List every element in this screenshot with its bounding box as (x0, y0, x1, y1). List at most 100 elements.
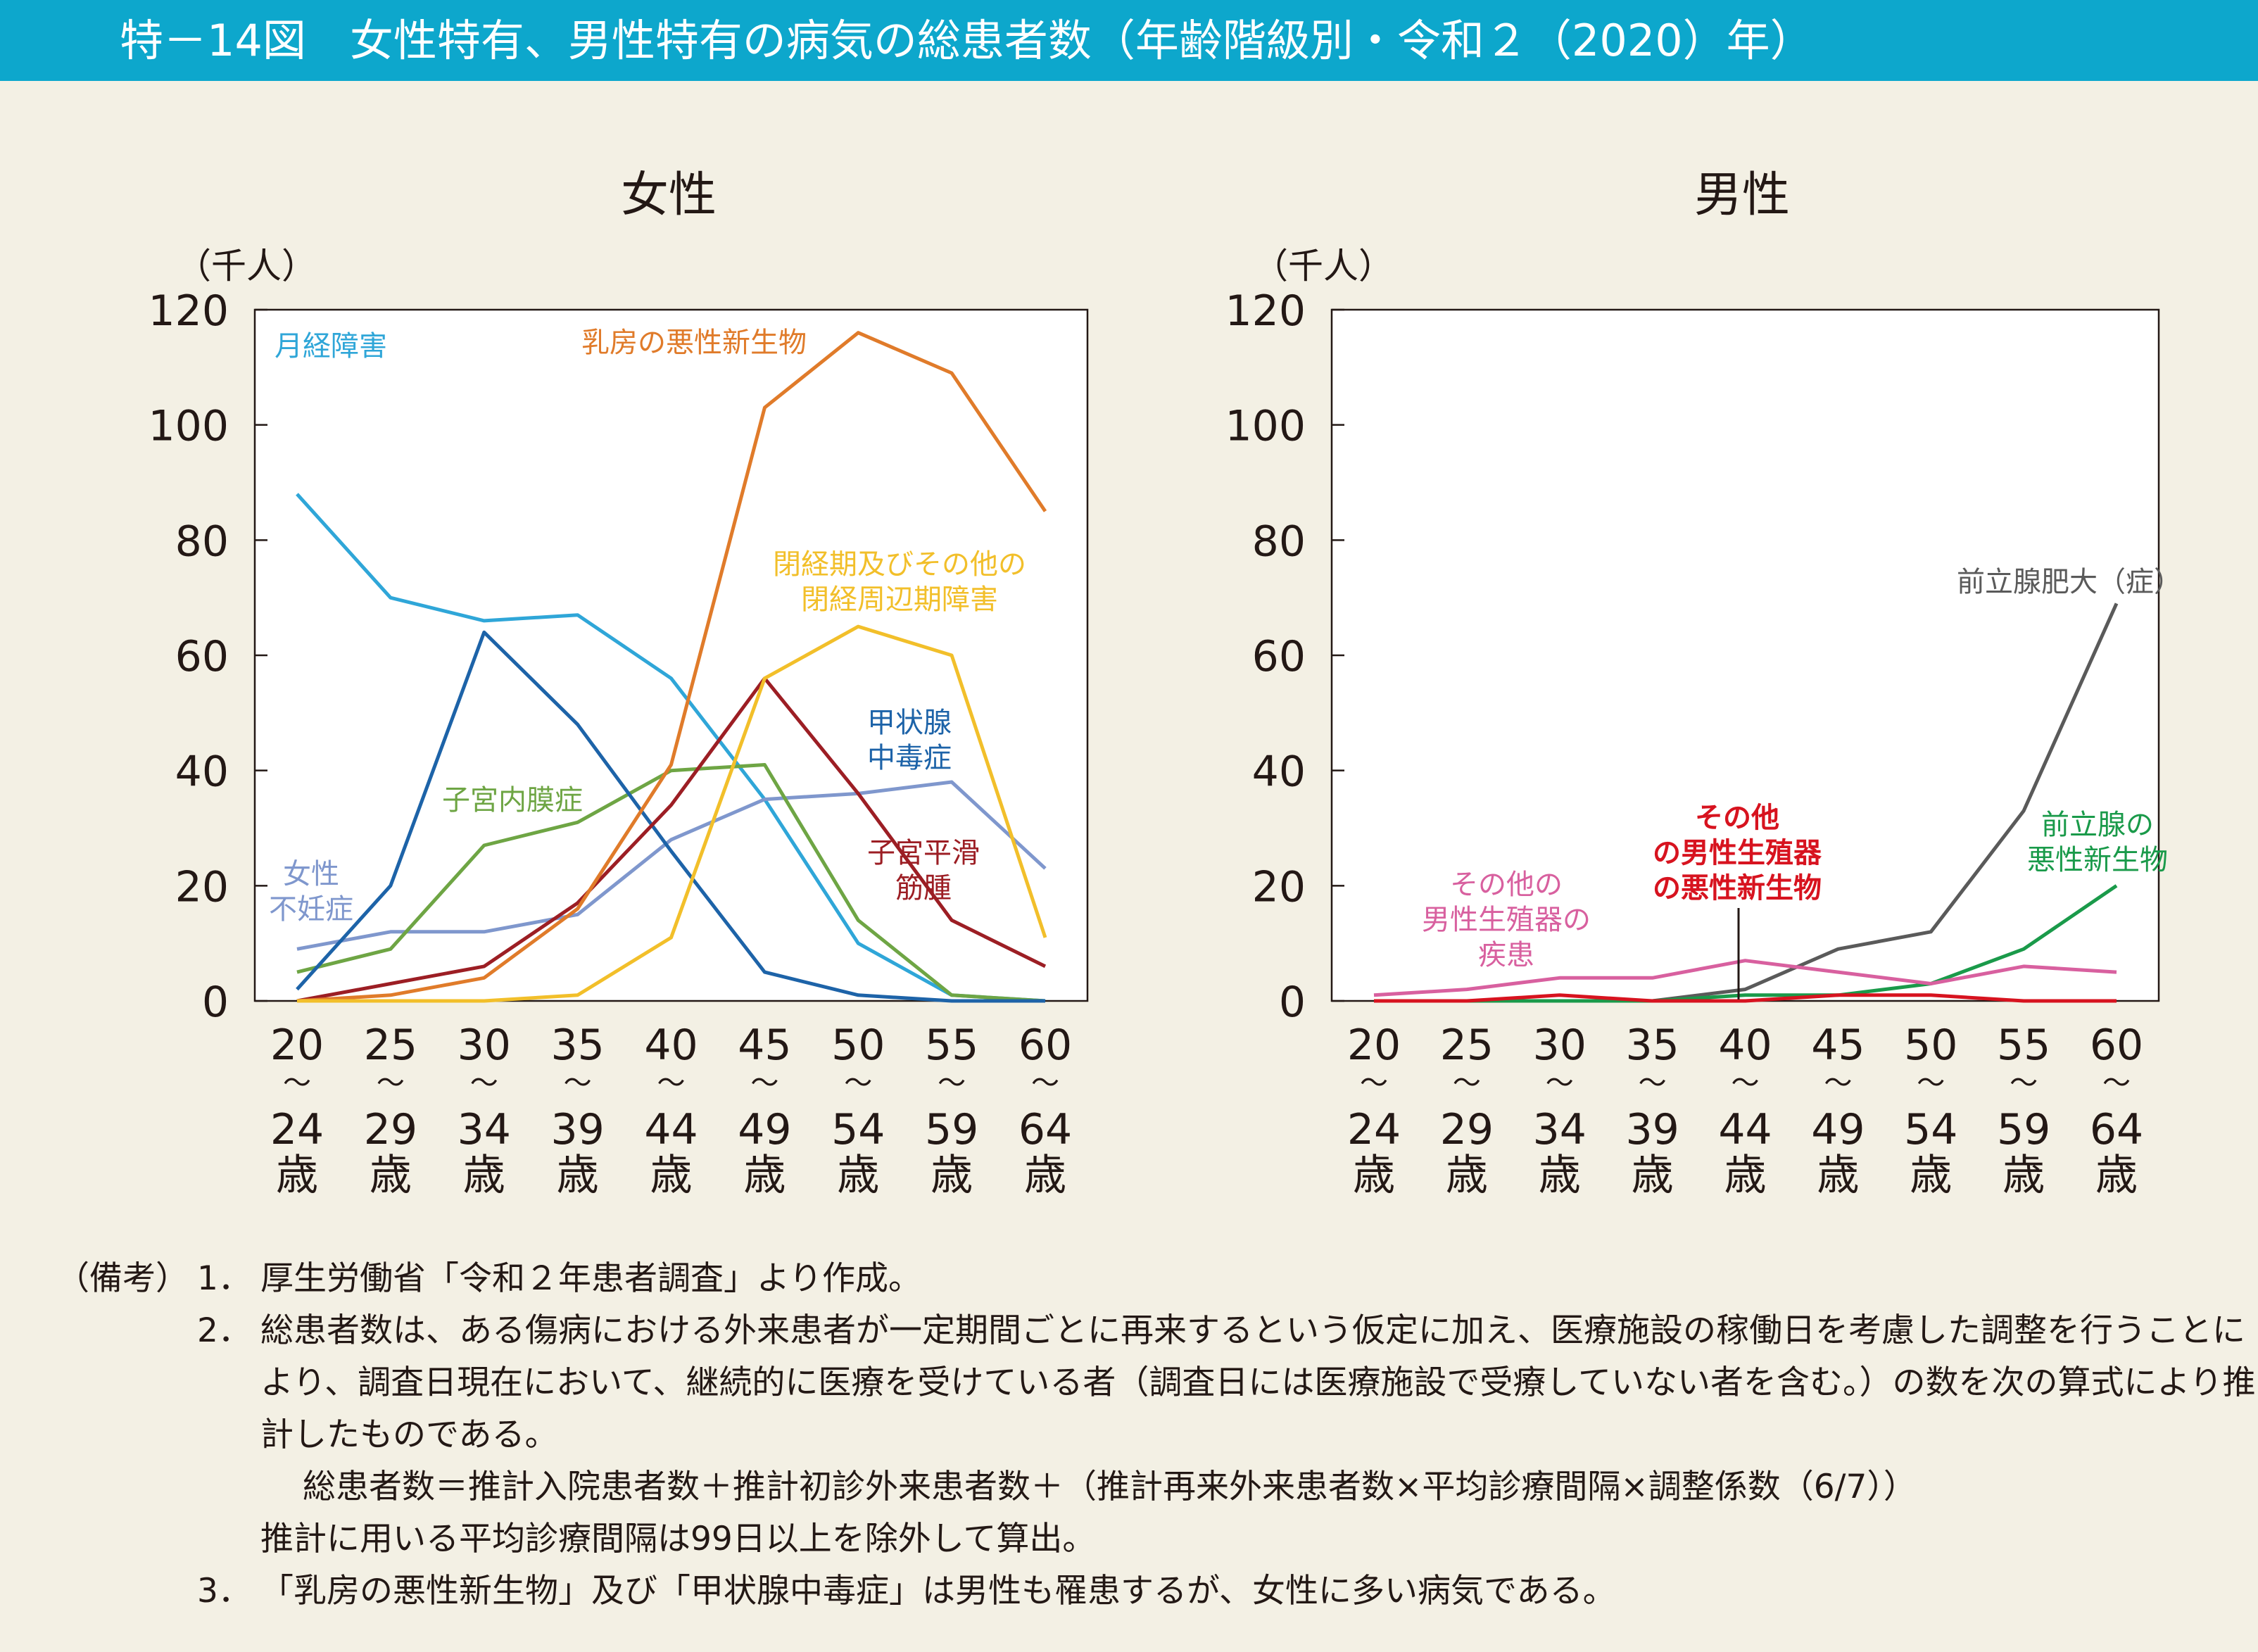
x-tick-label: 〜 (750, 1067, 778, 1099)
x-tick-label: 歳 (931, 1151, 973, 1200)
x-tick-label: 34 (458, 1105, 511, 1154)
x-tick-label: 歳 (2095, 1151, 2138, 1200)
y-tick-label: 80 (175, 517, 229, 566)
series-label: の男性生殖器 (1653, 837, 1822, 869)
series-line-3 (1373, 959, 2117, 997)
y-tick-label: 100 (148, 402, 229, 451)
y-tick-label: 60 (175, 632, 229, 681)
note-1: （備考） 1． 厚生労働省「令和２年患者調査」より作成。 (56, 1253, 2224, 1305)
x-tick-label: 〜 (938, 1067, 966, 1099)
x-tick-label: 歳 (1632, 1151, 1674, 1200)
note-2: 2． 総患者数は、ある傷病における外来患者が一定期間ごとに再来するという仮定に加… (56, 1305, 2256, 1461)
y-tick-label: 40 (175, 748, 229, 797)
y-tick-label: 20 (1252, 862, 1306, 912)
x-tick-label: 歳 (837, 1151, 879, 1200)
x-tick-label: 〜 (2010, 1067, 2038, 1099)
notes-label: （備考） (56, 1259, 189, 1298)
x-tick-label: 〜 (657, 1067, 686, 1099)
x-tick-label: 歳 (1724, 1151, 1767, 1200)
series-label: 閉経周辺期障害 (801, 584, 998, 616)
y-tick-label: 120 (148, 286, 229, 336)
x-tick-label: 39 (550, 1105, 604, 1154)
x-tick-label: 64 (1018, 1105, 1072, 1154)
x-tick-label: 〜 (283, 1067, 311, 1099)
x-tick-label: 〜 (2102, 1067, 2131, 1099)
x-tick-label: 39 (1625, 1105, 1679, 1154)
note-3: 3． 「乳房の悪性新生物」及び「甲状腺中毒症」は男性も罹患するが、女性に多い病気… (56, 1565, 2224, 1618)
y-tick-label: 40 (1252, 748, 1306, 797)
series-label: 不妊症 (269, 893, 353, 926)
x-tick-label: 〜 (1453, 1067, 1481, 1099)
chart-title: 女性 (621, 168, 717, 223)
x-tick-label: 歳 (370, 1151, 412, 1200)
x-tick-label: 45 (738, 1021, 791, 1070)
series-label: 中毒症 (867, 742, 952, 774)
note-3-num: 3． (197, 1572, 251, 1610)
x-tick-label: 45 (1811, 1021, 1865, 1070)
series-label: 閉経期及びその他の (773, 548, 1026, 581)
x-tick-label: 歳 (1817, 1151, 1859, 1200)
x-tick-label: 24 (1347, 1105, 1401, 1154)
x-tick-label: 44 (644, 1105, 698, 1154)
chart-title: 男性 (1694, 168, 1790, 223)
series-label: 子宮平滑 (867, 837, 980, 869)
series-label: 女性 (283, 858, 339, 890)
x-tick-label: 35 (1625, 1021, 1679, 1070)
series-line-2 (296, 780, 1047, 951)
note-3-text: 「乳房の悪性新生物」及び「甲状腺中毒症」は男性も罹患するが、女性に多い病気である… (260, 1572, 1616, 1610)
series-label: 疾患 (1478, 939, 1534, 971)
note-2-num: 2． (197, 1311, 251, 1350)
series-line-7 (297, 624, 1047, 1003)
x-tick-label: 歳 (2002, 1151, 2045, 1200)
x-tick-label: 40 (644, 1021, 698, 1070)
x-tick-label: 54 (831, 1105, 885, 1154)
x-tick-label: 〜 (1031, 1067, 1059, 1099)
x-tick-label: 24 (270, 1105, 324, 1154)
y-tick-label: 0 (202, 978, 229, 1027)
series-label: の悪性新生物 (1653, 872, 1822, 904)
x-tick-label: 〜 (1732, 1067, 1760, 1099)
x-tick-label: 歳 (1539, 1151, 1581, 1200)
plot-area (1330, 308, 2160, 1002)
series-line-4 (1374, 993, 2117, 1003)
x-tick-label: 〜 (1917, 1067, 1945, 1099)
notes: （備考） 1． 厚生労働省「令和２年患者調査」より作成。 2． 総患者数は、ある… (56, 1253, 2256, 1618)
x-tick-label: 〜 (1824, 1067, 1852, 1099)
y-tick-label: 120 (1225, 286, 1306, 336)
y-tick-label: 100 (1225, 402, 1306, 451)
series-label: 前立腺の (2041, 809, 2154, 841)
x-tick-label: 54 (1904, 1105, 1957, 1154)
series-line-5 (296, 676, 1047, 1003)
series-line-6 (296, 331, 1047, 1003)
note-2-supplement: 推計に用いる平均診療間隔は99日以上を除外して算出。 (260, 1520, 1096, 1558)
series-label: 月経障害 (275, 330, 387, 362)
series-label: その他 (1695, 802, 1779, 834)
y-tick-label: 60 (1252, 632, 1306, 681)
x-tick-label: 〜 (844, 1067, 872, 1099)
x-tick-label: 50 (831, 1021, 885, 1070)
x-tick-label: 59 (1997, 1105, 2050, 1154)
x-tick-label: 44 (1718, 1105, 1772, 1154)
figure-title: 特－14図 女性特有、男性特有の病気の総患者数（年齢階級別・令和２（2020）年… (120, 15, 1814, 66)
note-2-text: 総患者数は、ある傷病における外来患者が一定期間ごとに再来するという仮定に加え、医… (260, 1311, 2256, 1454)
x-tick-label: 60 (2090, 1021, 2143, 1070)
x-tick-label: 64 (2090, 1105, 2143, 1154)
x-tick-label: 歳 (557, 1151, 599, 1200)
series-line-1 (296, 493, 1046, 1003)
x-tick-label: 49 (1811, 1105, 1865, 1154)
x-tick-label: 〜 (1639, 1067, 1667, 1099)
series-label: 子宮内膜症 (442, 784, 583, 816)
x-tick-label: 30 (1533, 1021, 1587, 1070)
x-tick-label: 50 (1904, 1021, 1957, 1070)
x-tick-label: 60 (1018, 1021, 1072, 1070)
series-line-2 (1374, 884, 2118, 1003)
series-label: 男性生殖器の (1422, 904, 1591, 936)
x-tick-label: 55 (1997, 1021, 2050, 1070)
x-tick-label: 歳 (463, 1151, 505, 1200)
note-1-num: 1． (197, 1259, 251, 1298)
series-label: 悪性新生物 (2027, 844, 2168, 876)
x-tick-label: 20 (1347, 1021, 1401, 1070)
chart-male: 男性（千人）02040608010012020〜24歳25〜29歳30〜34歳3… (1225, 168, 2182, 1200)
series-label: 甲状腺 (867, 707, 952, 739)
x-tick-label: 30 (458, 1021, 511, 1070)
